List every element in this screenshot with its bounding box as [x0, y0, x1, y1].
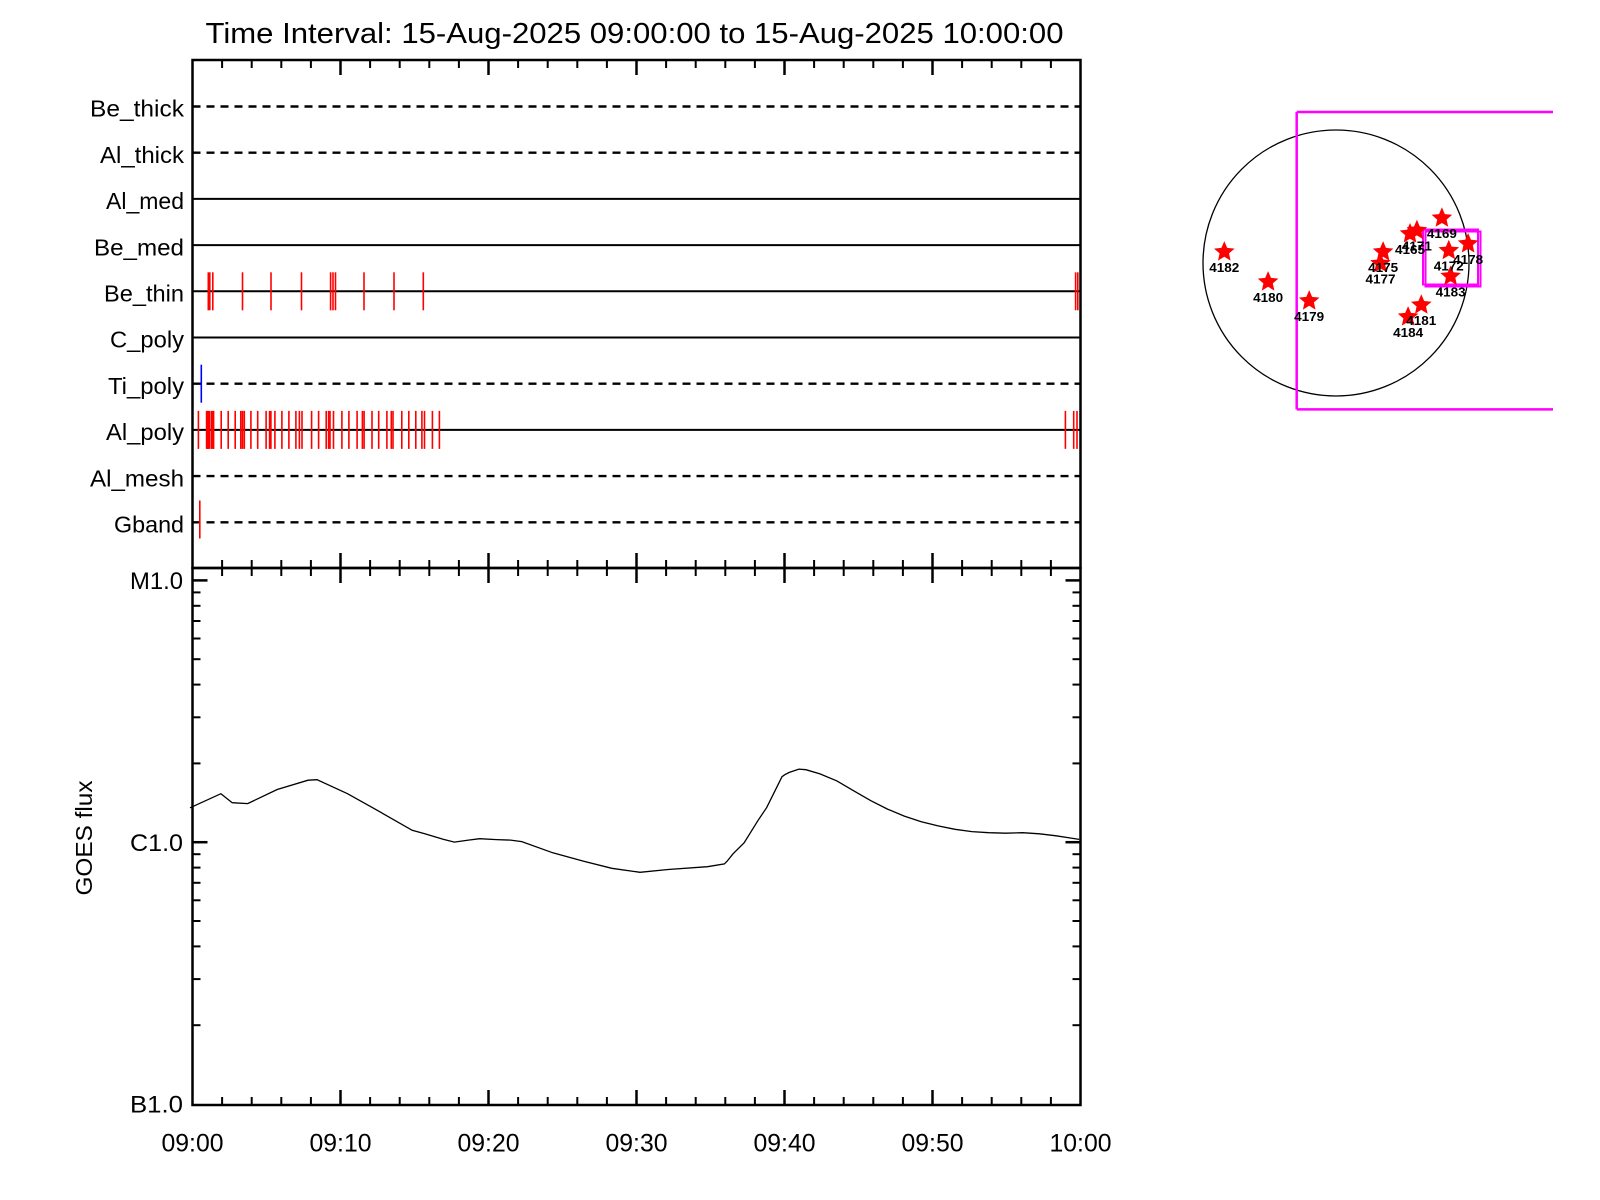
svg-text:C_poly: C_poly: [110, 327, 185, 353]
svg-text:4178: 4178: [1453, 252, 1483, 267]
svg-text:4177: 4177: [1366, 272, 1396, 287]
svg-text:Be_thin: Be_thin: [104, 281, 184, 307]
svg-text:4171: 4171: [1402, 239, 1432, 254]
svg-text:Al_poly: Al_poly: [106, 419, 185, 445]
svg-text:4165: 4165: [1395, 242, 1425, 257]
svg-text:4182: 4182: [1209, 260, 1239, 275]
svg-text:Ti_poly: Ti_poly: [108, 373, 185, 399]
svg-text:GOES flux: GOES flux: [71, 780, 97, 896]
svg-text:Al_mesh: Al_mesh: [90, 465, 184, 491]
svg-text:Be_thick: Be_thick: [90, 96, 185, 122]
svg-text:09:20: 09:20: [458, 1130, 520, 1158]
svg-text:09:40: 09:40: [754, 1130, 816, 1158]
svg-text:C1.0: C1.0: [130, 830, 183, 857]
svg-text:09:50: 09:50: [902, 1130, 964, 1158]
svg-text:4175: 4175: [1368, 260, 1398, 275]
svg-text:09:10: 09:10: [310, 1130, 372, 1158]
svg-text:Time Interval: 15-Aug-2025 09:: Time Interval: 15-Aug-2025 09:00:00 to 1…: [206, 18, 1064, 50]
svg-text:Al_med: Al_med: [106, 188, 184, 214]
svg-text:Al_thick: Al_thick: [100, 142, 185, 168]
svg-text:M1.0: M1.0: [130, 568, 183, 595]
svg-text:Gband: Gband: [114, 512, 184, 538]
svg-text:4184: 4184: [1393, 325, 1424, 340]
svg-text:Be_med: Be_med: [94, 234, 184, 260]
svg-text:4172: 4172: [1434, 259, 1464, 274]
svg-text:10:00: 10:00: [1050, 1130, 1112, 1158]
svg-text:09:00: 09:00: [162, 1130, 224, 1158]
svg-text:09:30: 09:30: [606, 1130, 668, 1158]
svg-text:4181: 4181: [1406, 313, 1436, 328]
svg-text:4183: 4183: [1436, 284, 1466, 299]
svg-text:B1.0: B1.0: [130, 1092, 183, 1119]
svg-text:4169: 4169: [1427, 226, 1457, 241]
svg-text:4180: 4180: [1253, 290, 1283, 305]
svg-text:4179: 4179: [1294, 309, 1324, 324]
